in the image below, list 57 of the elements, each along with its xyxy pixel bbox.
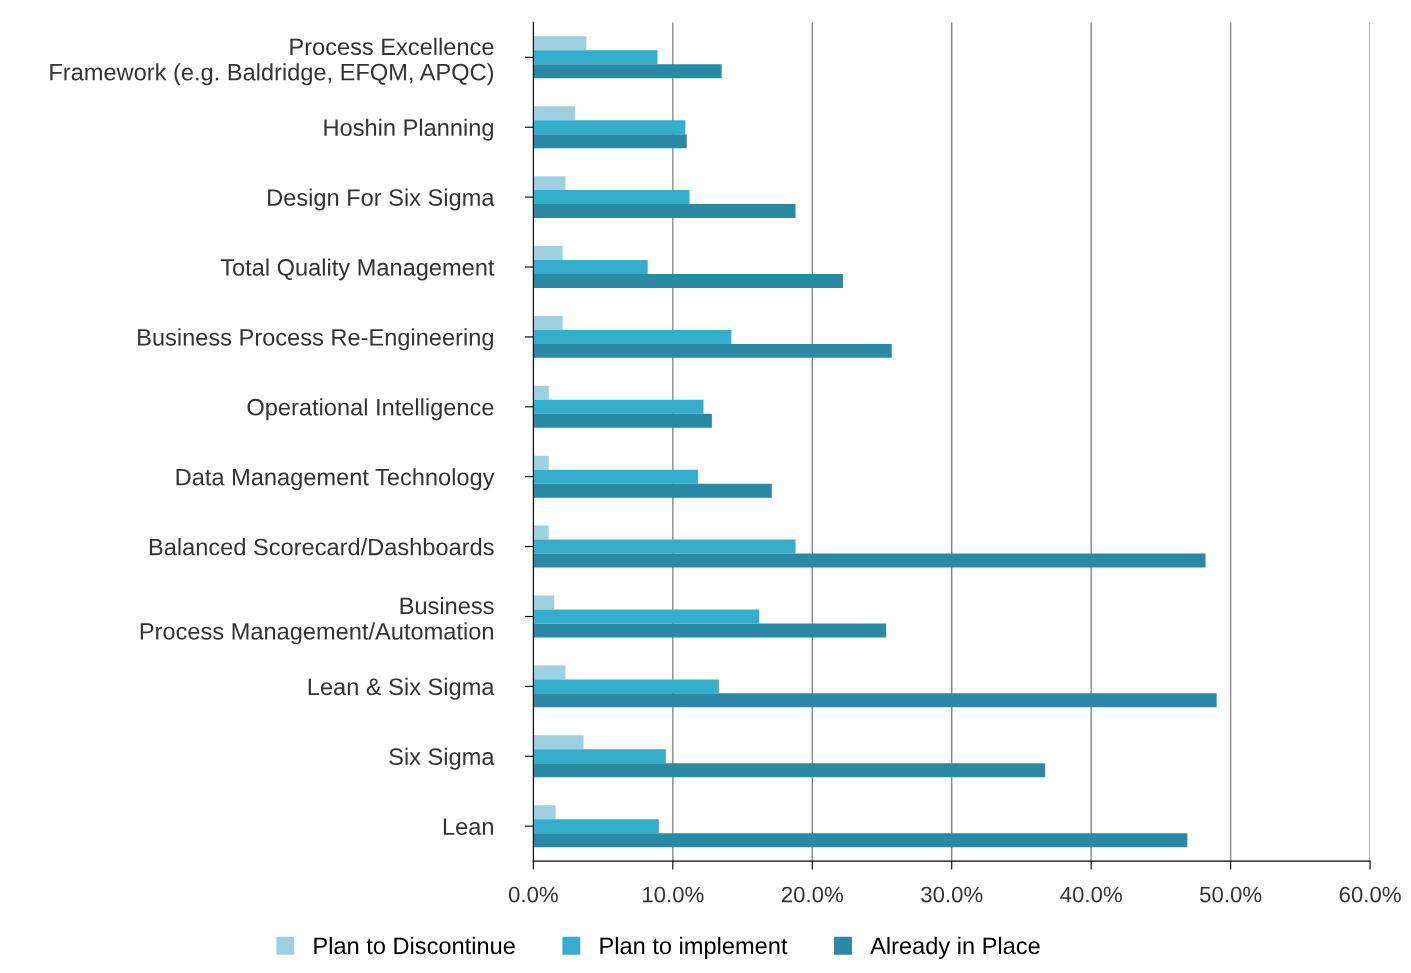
y-tick-label: Business Process Re-Engineering [138,328,493,351]
bar [533,134,687,149]
bar [533,260,648,274]
bar [533,385,549,400]
bar [533,455,549,470]
x-tick-label: 30.0% [921,886,983,903]
x-tick-label: 0.0% [508,886,558,903]
legend-label: Already in Place [870,936,1040,959]
bar [533,120,686,135]
bar [533,246,563,261]
bar [533,64,722,79]
y-tick-label: Total Quality Management [220,258,495,281]
y-tick-label: Six Sigma [389,747,495,770]
bar [533,36,587,51]
bar [533,693,1217,708]
y-tick-label: Business Process Management/Automation [140,596,494,645]
y-tick-label: Data Management Technology [176,468,495,491]
bar [533,190,690,205]
legend-label: Plan to Discontinue [314,936,515,955]
bar [533,749,666,764]
bar [533,176,566,191]
y-tick-label: Lean [443,818,493,835]
x-tick-label: 50.0% [1200,886,1262,903]
bar [533,763,1046,778]
bar [533,274,843,288]
x-tick-label: 20.0% [781,886,843,903]
x-tick-label: 60.0% [1339,886,1401,903]
bar [533,525,549,540]
bar [533,665,566,680]
bar [533,609,760,624]
bar [533,106,576,121]
bar [533,833,1188,848]
bar [533,553,1206,568]
bar [533,805,556,820]
bar [533,623,887,638]
bar [533,50,658,65]
bar [533,679,719,694]
bar [533,329,732,344]
y-tick-label: Operational Intelligence [247,398,494,421]
bar [533,469,698,484]
x-tick-label: 10.0% [643,886,704,903]
y-tick-label: Lean & Six Sigma [308,677,495,700]
y-tick-label: Design For Six Sigma [268,188,495,211]
bar [533,735,584,750]
bar [533,539,796,554]
legend-label: Plan to implement [600,936,788,959]
bar [533,204,796,219]
x-tick-label: 40.0% [1060,886,1122,903]
y-tick-label: Hoshin Planning [324,118,493,141]
bar [533,819,659,834]
bar [533,343,892,358]
bar [533,399,704,414]
bar [533,315,563,330]
bar [533,413,712,428]
y-tick-label: Process Excellence Framework (e.g. Baldridge, EFQM, APQC) [50,37,494,86]
y-tick-label: Balanced Scorecard/Dashboards [149,538,494,556]
bar [533,483,772,498]
